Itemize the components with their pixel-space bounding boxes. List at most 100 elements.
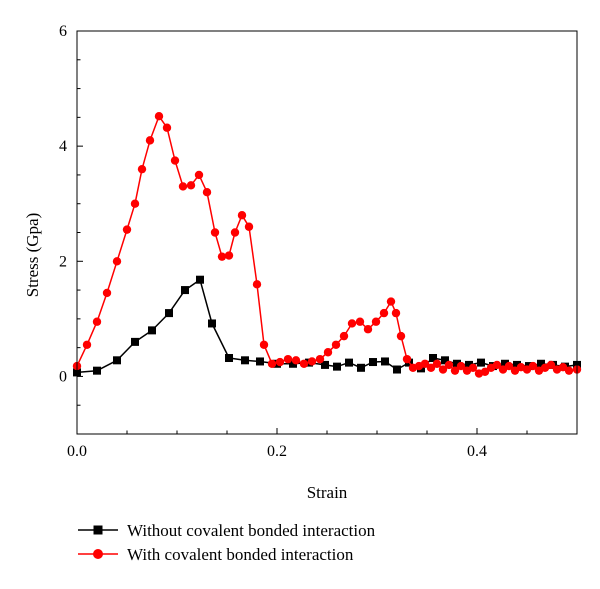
data-point: [369, 358, 377, 367]
data-point: [145, 136, 155, 145]
data-point: [456, 361, 466, 371]
data-point: [477, 358, 485, 367]
data-point: [224, 251, 234, 260]
data-point: [283, 354, 293, 364]
data-point: [241, 356, 249, 365]
data-point: [178, 182, 188, 191]
data-point: [181, 286, 189, 295]
legend-label: With covalent bonded interaction: [127, 545, 354, 564]
x-tick-label: 0.4: [467, 443, 487, 460]
data-point: [347, 319, 357, 328]
data-point: [426, 363, 436, 372]
data-point: [148, 326, 156, 335]
data-point: [381, 357, 389, 366]
data-point: [170, 156, 180, 165]
data-point: [244, 222, 254, 231]
data-point: [331, 340, 341, 349]
data-point: [441, 356, 449, 365]
data-point: [444, 360, 454, 370]
data-point: [438, 365, 448, 374]
data-point: [432, 359, 442, 368]
data-point: [396, 331, 406, 341]
data-point: [492, 360, 502, 370]
data-point: [546, 360, 556, 370]
data-point: [393, 365, 401, 374]
data-point: [420, 359, 430, 368]
data-point: [154, 112, 164, 121]
data-point: [379, 308, 389, 318]
data-point: [355, 317, 365, 326]
data-point: [275, 357, 285, 367]
data-point: [450, 366, 460, 375]
series-1: [72, 112, 582, 378]
data-point: [230, 228, 240, 237]
data-point: [131, 337, 139, 346]
data-point: [165, 309, 173, 318]
data-point: [391, 308, 401, 318]
data-point: [82, 340, 92, 349]
data-point: [112, 257, 122, 266]
data-point: [501, 359, 509, 368]
legend-label: Without covalent bonded interaction: [127, 521, 376, 540]
x-tick-label: 0.2: [267, 443, 287, 460]
axes-layer: 0.0 0.2 0.4 0 2 4 6: [59, 23, 578, 460]
data-point: [130, 199, 140, 208]
data-point: [137, 164, 147, 174]
data-point: [186, 181, 196, 190]
data-point: [252, 280, 262, 289]
data-point: [465, 360, 473, 369]
data-point: [259, 340, 269, 349]
data-point: [402, 354, 412, 364]
data-point: [291, 356, 301, 365]
data-point: [386, 297, 396, 306]
data-point: [289, 359, 297, 368]
data-point: [217, 252, 227, 261]
data-point: [210, 228, 220, 237]
legend-marker: [93, 525, 103, 535]
legend: Without covalent bonded interaction With …: [78, 521, 376, 564]
data-point: [339, 331, 349, 341]
data-point: [122, 225, 132, 234]
data-point: [92, 317, 102, 326]
series-layer: [72, 112, 582, 378]
data-point: [113, 356, 121, 365]
data-point: [321, 360, 329, 369]
data-point: [371, 317, 381, 326]
data-point: [102, 288, 112, 298]
y-axis-label: Stress (Gpa): [23, 213, 42, 298]
data-point: [93, 366, 101, 375]
data-point: [194, 170, 204, 180]
data-point: [237, 211, 247, 220]
data-point: [202, 188, 212, 197]
data-point: [267, 359, 277, 368]
x-axis-label: Strain: [307, 483, 348, 502]
y-tick-label: 0: [59, 368, 67, 385]
data-point: [196, 275, 204, 284]
y-tick-label: 4: [59, 138, 67, 155]
data-point: [528, 361, 538, 371]
data-point: [537, 359, 545, 368]
data-point: [299, 359, 309, 368]
x-tick-label: 0.0: [67, 443, 87, 460]
data-point: [307, 357, 317, 366]
data-point: [363, 325, 373, 334]
data-point: [468, 363, 478, 372]
data-point: [453, 359, 461, 368]
data-point: [564, 366, 574, 375]
data-point: [323, 348, 333, 357]
legend-entry-1: With covalent bonded interaction: [78, 545, 354, 564]
legend-marker: [93, 549, 103, 559]
data-point: [333, 362, 341, 371]
data-point: [162, 123, 172, 132]
data-point: [345, 358, 353, 367]
data-point: [208, 319, 216, 328]
y-tick-label: 6: [59, 23, 67, 40]
data-point: [256, 357, 264, 366]
data-point: [315, 354, 325, 364]
data-point: [480, 367, 490, 377]
legend-entry-0: Without covalent bonded interaction: [78, 521, 376, 540]
data-point: [429, 354, 437, 363]
data-point: [513, 360, 521, 369]
data-point: [357, 363, 365, 372]
data-point: [504, 361, 514, 371]
